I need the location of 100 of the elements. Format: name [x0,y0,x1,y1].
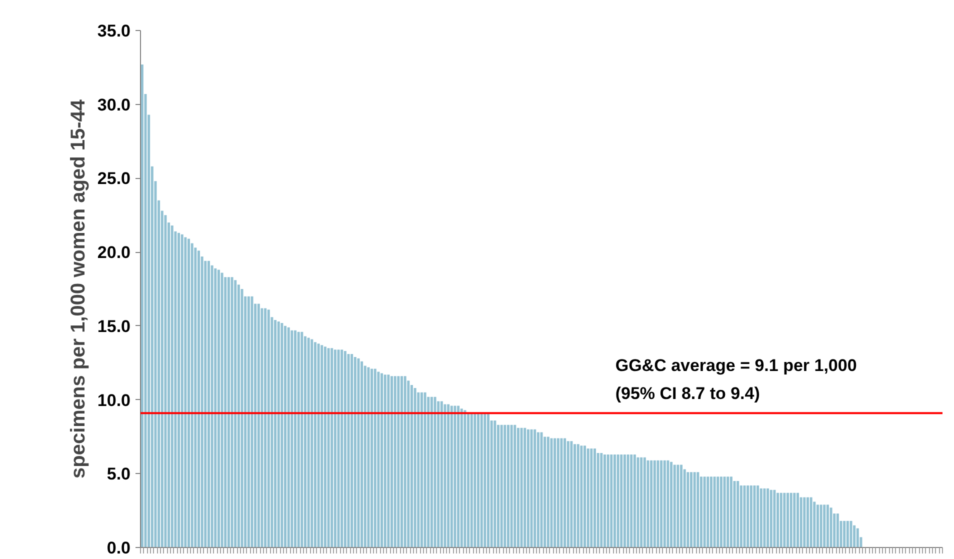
bar [487,413,490,548]
bar [297,332,300,548]
bar [853,525,856,548]
bar [536,432,540,548]
bar [204,260,207,548]
bar [736,481,740,548]
bar [516,428,520,548]
bar [494,420,496,548]
bar [564,438,566,548]
bar [836,514,839,548]
bar [514,424,516,548]
bar [776,492,780,548]
bar [454,406,456,548]
bar [284,326,287,548]
bar [354,356,356,548]
bar [813,502,816,548]
bar [387,374,390,548]
bar [384,374,386,548]
y-tick-label: 15.0 [97,316,131,336]
bar [746,485,750,548]
bar [636,457,640,548]
bar [806,497,809,548]
bar [394,376,396,548]
bar [430,396,433,548]
bar [320,345,324,548]
bar [400,376,403,548]
bar [250,296,254,548]
bar [756,485,760,548]
bar [274,320,277,548]
bar [780,492,782,548]
bar [377,372,380,548]
bar [586,448,590,548]
bar [267,310,270,548]
bar [753,485,756,548]
bar [856,528,859,548]
bar [554,438,556,548]
bar [706,476,710,548]
bar [464,410,466,548]
y-tick-label: 35.0 [97,22,131,40]
bar [650,460,653,548]
bar [227,277,230,548]
y-tick-label: 0.0 [106,538,131,558]
bar [184,237,187,548]
bar [304,336,306,548]
bar [300,332,304,548]
bar [460,408,463,548]
bar [357,358,360,548]
bar [427,396,430,548]
bar [656,460,660,548]
bar [310,339,314,548]
bar [214,268,217,548]
bar [500,424,503,548]
bar [810,497,812,548]
bar [663,460,666,548]
bar [646,460,650,548]
bar [347,354,350,548]
bar [367,367,370,548]
bar [743,485,746,548]
bar [670,462,673,548]
bar [786,492,790,548]
bar [696,472,700,548]
bar [414,388,416,548]
bar [534,429,536,548]
bar [247,296,250,548]
bar [294,330,296,548]
bar [424,392,426,548]
bar [556,438,560,548]
bar [504,424,506,548]
bar [713,476,716,548]
bar [630,454,633,548]
bar [287,327,290,548]
y-tick-label: 10.0 [97,390,131,410]
bar [566,441,570,548]
bar [726,476,730,548]
bar [766,488,770,548]
bar [220,272,224,548]
bar [260,308,264,548]
bar [710,476,712,548]
bar [520,428,523,548]
bar [470,413,473,548]
bar [826,504,829,548]
bar [793,492,796,548]
bar [680,464,683,548]
bar [526,429,530,548]
bar [264,308,267,548]
bar [530,429,533,548]
bar [364,366,366,548]
bar [496,424,500,548]
bar [546,436,550,548]
bar [188,238,190,548]
bar [653,460,656,548]
bar [584,446,586,548]
bar [623,454,626,548]
bar [307,338,310,548]
y-tick-label: 20.0 [97,243,131,262]
bar [763,488,766,548]
bar [360,361,364,548]
bar [524,428,526,548]
bar [606,454,610,548]
bar [280,322,284,548]
